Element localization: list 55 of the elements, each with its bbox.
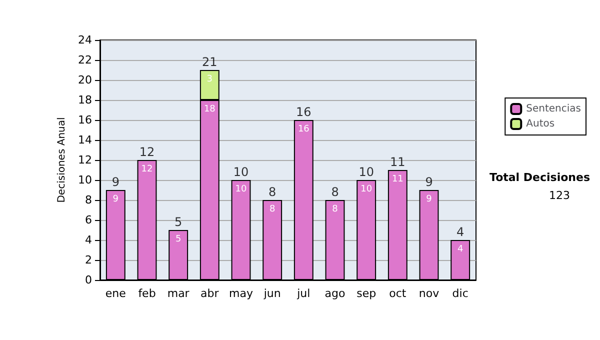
y-tick-label: 0	[85, 274, 92, 286]
y-tick-label: 4	[85, 234, 92, 246]
y-tick-label: 22	[78, 54, 92, 66]
total-label: 4	[456, 225, 464, 239]
total-label: 5	[174, 215, 182, 229]
text: 123	[549, 189, 570, 202]
data-label: 16	[298, 124, 310, 134]
data-label: 8	[332, 204, 338, 214]
legend-label: Sentencias	[526, 104, 582, 114]
y-tick-label: 12	[78, 154, 92, 166]
x-tick-label: oct	[389, 287, 407, 300]
y-tick-label: 10	[78, 174, 92, 186]
y-axis-title: Decisiones Anual	[56, 117, 68, 203]
x-tick-label: abr	[200, 287, 220, 300]
y-tick-label: 20	[78, 74, 92, 86]
data-label: 9	[112, 194, 119, 204]
y-tick-label: 6	[85, 214, 92, 226]
y-tick-label: 24	[78, 34, 92, 46]
data-label: 8	[269, 204, 276, 214]
data-label: 10	[235, 184, 247, 194]
x-tick-label: ene	[105, 287, 126, 300]
total-label: 11	[390, 155, 406, 169]
y-tick-label: 14	[78, 134, 92, 146]
data-label: 12	[141, 164, 153, 174]
total-label: 8	[268, 185, 276, 199]
text: Total Decisiones	[490, 171, 590, 184]
total-label: 9	[425, 175, 433, 189]
x-tick-label: mar	[167, 287, 190, 300]
y-tick-label: 18	[78, 94, 92, 106]
total-label: 12	[139, 145, 155, 159]
y-tick-label: 2	[85, 254, 92, 266]
total-label: 21	[202, 55, 218, 69]
data-label: 5	[175, 234, 182, 244]
x-tick-label: feb	[138, 287, 156, 300]
data-label: 9	[426, 194, 432, 204]
data-label: 11	[392, 174, 404, 184]
data-label: 10	[360, 184, 372, 194]
total-label: 9	[112, 175, 120, 189]
data-label: 18	[204, 104, 216, 114]
x-tick-label: jun	[262, 287, 281, 300]
x-tick-label: sep	[356, 287, 376, 300]
x-tick-label: dic	[452, 287, 468, 300]
legend-label: Autos	[526, 118, 555, 130]
x-tick-label: ago	[324, 287, 346, 300]
x-tick-label: may	[229, 287, 254, 300]
total-label: 10	[233, 165, 249, 179]
total-label: 10	[358, 165, 374, 179]
data-label: 3	[206, 74, 213, 84]
total-label: 16	[296, 105, 312, 119]
total-label: 8	[331, 185, 339, 199]
y-tick-label: 16	[78, 114, 92, 126]
y-tick-label: 8	[85, 194, 92, 206]
data-label: 4	[457, 244, 464, 254]
x-tick-label: nov	[418, 287, 440, 300]
x-tick-label: jul	[296, 287, 310, 300]
